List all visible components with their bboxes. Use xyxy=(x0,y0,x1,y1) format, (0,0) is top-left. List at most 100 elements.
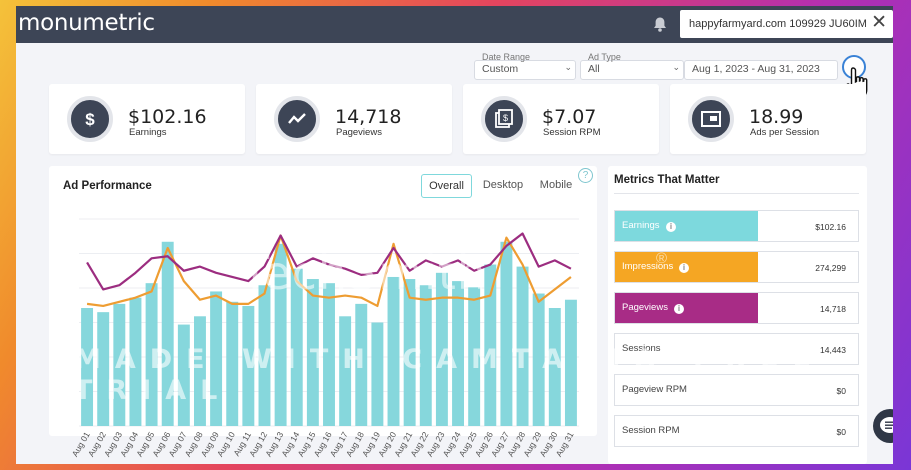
logo[interactable]: monumetric xyxy=(18,10,155,36)
bar-earnings xyxy=(274,243,287,426)
metric-value: 14,718 xyxy=(820,304,846,314)
top-bar: monumetric happyfarmyard.com 109929 JU60… xyxy=(16,6,893,43)
bar-earnings xyxy=(306,279,319,426)
info-icon[interactable]: i xyxy=(666,222,676,232)
bell-icon[interactable] xyxy=(652,16,668,33)
bar-earnings xyxy=(548,308,561,426)
metric-value: 14,443 xyxy=(820,345,846,355)
tab-desktop[interactable]: Desktop xyxy=(482,179,524,191)
watermark-text: MADE WITH CAMTASIA FREE TRIAL xyxy=(74,344,825,406)
metric-name: Pageviews xyxy=(622,302,668,313)
trend-icon xyxy=(274,96,320,142)
metric-name: Pageview RPM xyxy=(622,384,687,395)
bar-earnings xyxy=(452,281,464,426)
bar-earnings xyxy=(113,303,126,426)
bar-earnings xyxy=(145,283,158,426)
svg-text:$: $ xyxy=(503,113,508,123)
site-name: happyfarmyard.com 109929 JU60IM xyxy=(689,18,867,30)
line-impressions xyxy=(86,234,572,308)
ad-icon xyxy=(688,96,734,142)
bar-earnings xyxy=(323,283,335,426)
metric-value: $0 xyxy=(836,427,846,437)
bar-earnings xyxy=(129,297,142,426)
bar-earnings xyxy=(387,276,400,426)
line-pageviews xyxy=(86,232,572,291)
bar-earnings xyxy=(371,322,384,426)
bar-earnings xyxy=(516,266,529,426)
ad-type-value: All xyxy=(588,63,600,75)
chevron-down-icon: ⌄ xyxy=(564,62,572,72)
session-rpm-label: Session RPM xyxy=(543,127,601,138)
metric-row-session-rpm[interactable]: Session RPM $0 xyxy=(614,415,859,447)
date-range-value: Custom xyxy=(482,63,519,75)
metric-name: Session RPM xyxy=(622,425,680,436)
stat-card-pageviews: 14,718 Pageviews xyxy=(256,84,452,154)
svg-text:$: $ xyxy=(85,110,95,129)
stat-card-earnings: $ $102.16 Earnings xyxy=(49,84,245,154)
app-window: monumetric happyfarmyard.com 109929 JU60… xyxy=(16,6,893,464)
bar-earnings xyxy=(403,279,416,426)
bar-earnings xyxy=(226,301,239,426)
bar-earnings xyxy=(419,285,432,426)
dollar-icon: $ xyxy=(67,96,113,142)
bar-earnings xyxy=(242,305,255,426)
chevron-down-icon: ⌄ xyxy=(672,62,680,72)
close-icon[interactable]: ✕ xyxy=(871,12,887,33)
metric-name: Earnings xyxy=(622,220,660,231)
ads-per-session-value: 18.99 xyxy=(749,106,804,128)
earnings-value: $102.16 xyxy=(128,106,207,128)
date-range-select[interactable]: Date Range Custom ⌄ xyxy=(474,52,576,80)
bar-earnings xyxy=(435,272,448,426)
stat-card-ads-per-session: 18.99 Ads per Session xyxy=(670,84,866,154)
date-value: Aug 1, 2023 - Aug 31, 2023 xyxy=(692,63,820,75)
metrics-divider xyxy=(614,193,859,194)
date-range-label: Date Range xyxy=(482,52,531,62)
date-picker[interactable]: Aug 1, 2023 - Aug 31, 2023 xyxy=(684,52,838,80)
bar-earnings xyxy=(177,324,190,426)
watermark-logo: TechSmith xyxy=(241,246,488,300)
info-icon[interactable]: i xyxy=(679,263,689,273)
bar-earnings xyxy=(339,316,352,426)
ads-per-session-label: Ads per Session xyxy=(750,127,820,138)
metric-row-sessions[interactable]: Sessions 14,443 xyxy=(614,333,859,365)
metric-row-pageview-rpm[interactable]: Pageview RPM $0 xyxy=(614,374,859,406)
metric-value: $102.16 xyxy=(815,222,846,232)
bar-earnings xyxy=(258,285,271,426)
bar-earnings xyxy=(97,312,110,426)
bar-earnings xyxy=(81,308,94,426)
metric-row-earnings[interactable]: Earnings i $102.16 xyxy=(614,210,859,242)
info-icon[interactable]: i xyxy=(674,304,684,314)
ad-type-label: Ad Type xyxy=(588,52,621,62)
bar-earnings xyxy=(564,299,577,426)
metric-row-pageviews[interactable]: Pageviews i 14,718 xyxy=(614,292,859,324)
site-selector[interactable]: happyfarmyard.com 109929 JU60IM ✕ xyxy=(680,10,893,38)
bar-earnings xyxy=(194,316,206,426)
stat-card-session-rpm: $ $7.07 Session RPM xyxy=(463,84,659,154)
earnings-label: Earnings xyxy=(129,127,167,138)
bar-earnings xyxy=(210,291,223,426)
chat-icon xyxy=(880,417,893,433)
session-rpm-value: $7.07 xyxy=(542,106,597,128)
bar-earnings xyxy=(290,268,303,426)
metric-row-impressions[interactable]: Impressions i 274,299 xyxy=(614,251,859,283)
bar-earnings xyxy=(468,287,481,426)
ad-performance-title: Ad Performance xyxy=(63,180,152,192)
metric-value: $0 xyxy=(836,386,846,396)
pageviews-value: 14,718 xyxy=(335,106,402,128)
bar-earnings xyxy=(484,264,497,426)
metric-fill xyxy=(615,211,758,241)
tab-mobile[interactable]: Mobile xyxy=(539,179,573,191)
metric-fill xyxy=(615,293,758,323)
pageviews-label: Pageviews xyxy=(336,127,382,138)
ad-type-select[interactable]: Ad Type All ⌄ xyxy=(580,52,684,80)
bar-earnings xyxy=(161,241,174,426)
tab-overall[interactable]: Overall xyxy=(421,174,472,198)
help-icon[interactable]: ? xyxy=(578,168,593,183)
watermark-reg-mark: ® xyxy=(656,250,668,267)
metrics-title: Metrics That Matter xyxy=(614,174,720,186)
chat-button[interactable] xyxy=(873,409,893,443)
bar-earnings xyxy=(355,303,368,426)
metric-value: 274,299 xyxy=(815,263,846,273)
bar-earnings xyxy=(532,293,545,426)
